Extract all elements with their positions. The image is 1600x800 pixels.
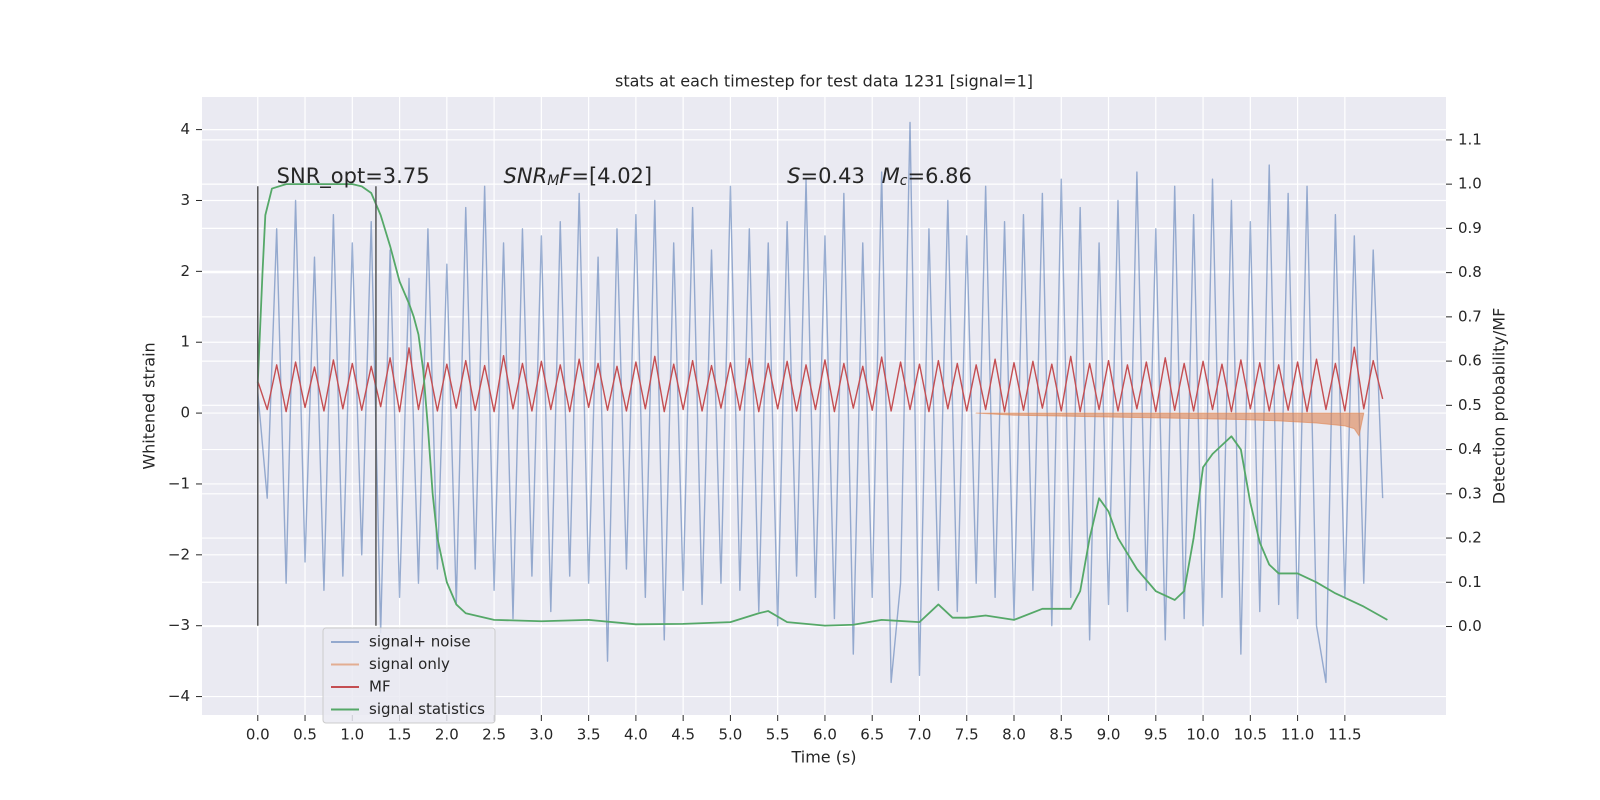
x-tick-label: 6.5	[860, 726, 884, 744]
y2-tick-label: 0.1	[1458, 573, 1482, 591]
annotation-part: c	[900, 173, 908, 189]
x-tick-label: 10.5	[1234, 726, 1267, 744]
x-tick-label: 2.0	[435, 726, 459, 744]
y2-tick-label: 0.0	[1458, 617, 1482, 635]
x-tick-label: 8.0	[1002, 726, 1026, 744]
x-tick-label: 3.5	[577, 726, 601, 744]
annotation: SNRMF=[4.02]	[504, 164, 653, 189]
x-tick-label: 7.5	[955, 726, 979, 744]
y2-axis-label: Detection probability/MF	[1490, 308, 1509, 505]
plot-series	[256, 121, 1388, 684]
x-tick-label: 7.0	[908, 726, 932, 744]
series-line	[257, 121, 1384, 684]
y-tick-label: −4	[168, 687, 190, 705]
annotation-part: SNR_opt=3.75	[277, 164, 430, 189]
x-tick-label: 9.5	[1144, 726, 1168, 744]
x-tick-label: 1.0	[340, 726, 364, 744]
x-tick-label: 10.0	[1186, 726, 1219, 744]
x-axis-label: Time (s)	[790, 748, 856, 767]
y2-tick-label: 1.1	[1458, 130, 1482, 148]
x-tick-label: 11.5	[1328, 726, 1361, 744]
x-tick-label: 5.5	[766, 726, 790, 744]
x-tick-label: 6.0	[813, 726, 837, 744]
y2-tick-label: 0.5	[1458, 396, 1482, 414]
x-tick-label: 9.0	[1097, 726, 1121, 744]
x-tick-label: 0.0	[246, 726, 270, 744]
x-tick-label: 8.5	[1049, 726, 1073, 744]
plot-area	[202, 97, 1446, 715]
x-tick-label: 0.5	[293, 726, 317, 744]
x-tick-label: 4.0	[624, 726, 648, 744]
legend: signal+ noise signal only MF signal statist…	[322, 627, 496, 724]
y-tick-label: 1	[180, 333, 190, 351]
legend-box	[322, 627, 496, 724]
annotation-part: M	[882, 164, 900, 188]
series-line	[256, 183, 1388, 627]
y2-tick-label: 1.0	[1458, 175, 1482, 193]
x-tick-label: 5.0	[718, 726, 742, 744]
legend-label: signal only	[369, 655, 450, 673]
annotation-part: =0.43	[800, 164, 864, 188]
y-tick-label: −3	[168, 616, 190, 634]
legend-label: signal+ noise	[369, 633, 471, 651]
y2-tick-label: 0.2	[1458, 529, 1482, 547]
signal-area	[975, 412, 1365, 438]
y-axis-label: Whitened strain	[140, 342, 159, 469]
annotation-part: M	[547, 173, 559, 189]
x-tick-label: 11.0	[1281, 726, 1314, 744]
x-tick-label: 2.5	[482, 726, 506, 744]
legend-label: MF	[369, 678, 391, 696]
chart-title: stats at each timestep for test data 123…	[615, 72, 1033, 91]
annotation: Mc=6.86	[882, 164, 972, 189]
x-tick-label: 3.0	[529, 726, 553, 744]
series-line	[257, 346, 1384, 413]
y2-tick-label: 0.8	[1458, 263, 1482, 281]
y-tick-label: −2	[168, 545, 190, 563]
annotation: SNR_opt=3.75	[277, 164, 430, 189]
y2-tick-label: 0.3	[1458, 484, 1482, 502]
y-tick-label: 3	[180, 191, 190, 209]
annotation-part: =6.86	[907, 164, 971, 188]
x-tick-label: 1.5	[388, 726, 412, 744]
y2-tick-label: 0.4	[1458, 440, 1482, 458]
legend-label: signal statistics	[369, 700, 485, 718]
annotation-part: SNR	[504, 164, 548, 188]
y2-tick-label: 0.6	[1458, 352, 1482, 370]
y-tick-label: 0	[180, 404, 190, 422]
y-tick-label: 4	[180, 120, 190, 138]
y2-tick-label: 0.9	[1458, 219, 1482, 237]
x-tick-label: 4.5	[671, 726, 695, 744]
annotation-part: F	[559, 164, 572, 188]
y-tick-label: 2	[180, 262, 190, 280]
y2-tick-label: 0.7	[1458, 307, 1482, 325]
annotation-part: =[4.02]	[571, 164, 652, 188]
annotation: S=0.43	[787, 164, 865, 188]
y-tick-label: −1	[168, 474, 190, 492]
annotation-part: S	[787, 164, 800, 188]
